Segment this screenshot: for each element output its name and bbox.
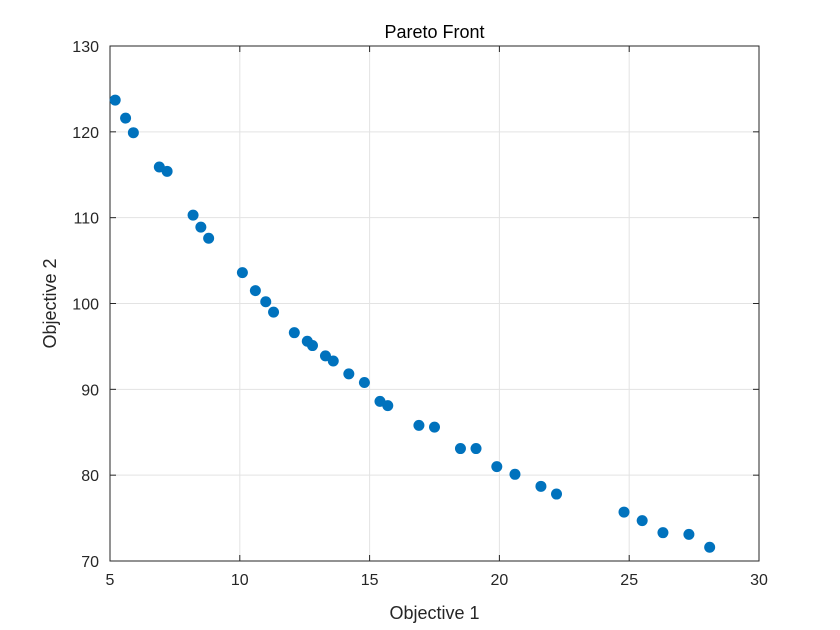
data-point — [120, 112, 132, 124]
data-point — [491, 461, 503, 473]
y-tick-label: 120 — [72, 125, 99, 142]
x-tick-label: 20 — [491, 572, 509, 589]
data-point — [319, 350, 331, 362]
data-point — [268, 306, 280, 318]
data-point — [306, 340, 318, 352]
x-tick-label: 15 — [361, 572, 379, 589]
data-point — [236, 267, 248, 279]
data-point — [509, 468, 521, 480]
data-point — [195, 221, 207, 233]
y-tick-label: 100 — [72, 297, 99, 314]
data-point — [454, 443, 466, 455]
x-tick-label: 30 — [750, 572, 768, 589]
x-axis-title: Objective 1 — [389, 603, 479, 623]
y-tick-label: 80 — [81, 468, 99, 485]
data-point — [429, 421, 440, 433]
data-point — [343, 368, 355, 380]
data-point — [704, 541, 716, 553]
y-tick-label: 70 — [81, 554, 99, 571]
data-point — [382, 400, 394, 412]
data-point — [161, 165, 173, 177]
data-point — [127, 127, 139, 139]
data-point — [288, 327, 300, 339]
y-axis-title: Objective 2 — [40, 258, 60, 348]
y-tick-label: 130 — [72, 39, 99, 56]
data-point — [657, 527, 669, 539]
data-point — [203, 232, 215, 244]
data-point — [535, 480, 547, 492]
x-tick-label: 25 — [620, 572, 638, 589]
data-point — [358, 376, 370, 388]
axis-ticks: 5 10 15 20 25 30 70 80 90 100 110 120 130 — [72, 39, 768, 589]
grid — [109, 45, 760, 562]
data-point — [187, 209, 199, 221]
data-point — [413, 419, 425, 431]
data-point — [683, 528, 695, 540]
data-point — [551, 488, 563, 500]
data-point — [470, 443, 482, 455]
chart-title: Pareto Front — [384, 22, 484, 42]
data-point — [636, 515, 648, 527]
data-point — [260, 296, 272, 308]
y-tick-label: 90 — [81, 382, 99, 399]
x-tick-label: 10 — [231, 572, 249, 589]
data-point — [618, 506, 630, 518]
scatter-series — [109, 94, 716, 553]
data-point — [249, 285, 261, 297]
data-point — [327, 355, 339, 367]
y-tick-label: 110 — [73, 211, 99, 228]
data-point — [109, 94, 121, 106]
x-tick-label: 5 — [106, 572, 115, 589]
